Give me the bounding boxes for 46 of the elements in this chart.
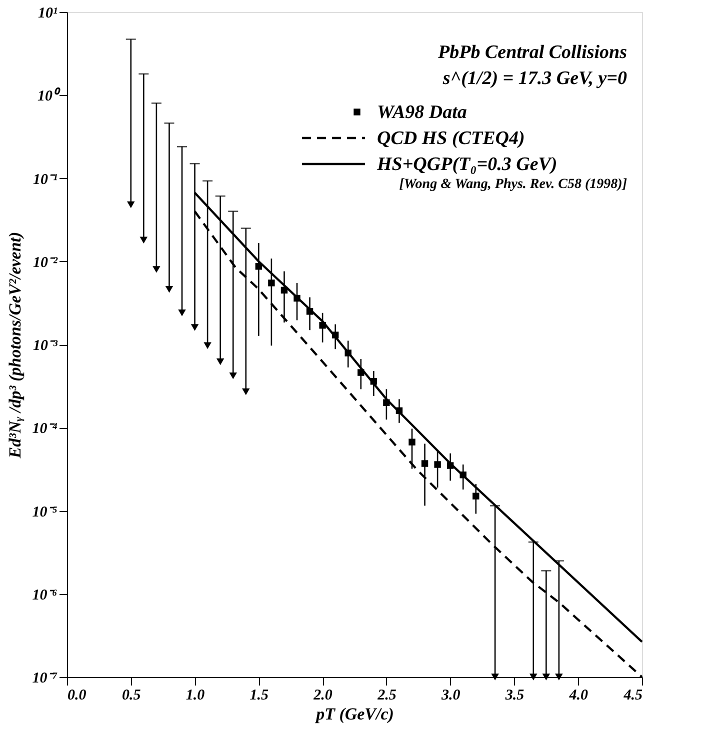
x-tick-label: 4.5: [622, 688, 643, 704]
x-axis-title: pT (GeV/c): [314, 704, 394, 724]
x-tick-label: 0.0: [68, 688, 87, 704]
y-tick-label: 10⁻⁵: [32, 504, 58, 520]
x-tick-label: 3.0: [440, 688, 461, 704]
point: [204, 342, 212, 349]
point: [434, 461, 441, 468]
y-axis-title: Ed³Nᵧ /dp³ (photons/GeV²/event): [5, 232, 24, 460]
x-tick-label: 4.0: [568, 688, 588, 704]
point: [127, 201, 135, 208]
x-tick-label: 2.5: [376, 688, 397, 704]
point: [491, 674, 499, 680]
y-tick-label: 10⁻⁷: [32, 670, 58, 686]
y-tick-label: 10¹: [38, 6, 58, 22]
x-tick-label: 0.5: [122, 688, 142, 704]
legend-label: WA98 Data: [377, 102, 468, 123]
point: [190, 324, 199, 331]
x-tick-label: 3.5: [504, 688, 525, 704]
point: [268, 280, 275, 286]
point: [408, 438, 416, 446]
point: [165, 286, 174, 293]
x-tick-label: 1.0: [186, 688, 206, 704]
y-tick-label: 10⁻¹: [33, 172, 58, 188]
annotation: PbPb Central Collisions: [437, 42, 627, 63]
point: [542, 674, 550, 680]
x-tick-label: 2.0: [312, 688, 333, 704]
point: [140, 236, 148, 244]
point: [242, 388, 250, 396]
point: [421, 460, 428, 467]
y-tick-label: 10⁻⁶: [32, 587, 58, 604]
legend-label: HS+QGP(T₀=0.3 GeV): [376, 154, 558, 175]
point: [530, 674, 538, 680]
legend-label: QCD HS (CTEQ4): [377, 128, 525, 149]
y-tick-label: 10⁻³: [33, 338, 58, 354]
y-tick-label: 10⁰: [38, 86, 62, 105]
point: [229, 372, 237, 380]
point: [472, 492, 480, 500]
x-tick-label: 1.5: [250, 688, 270, 704]
point: [555, 674, 563, 680]
point: [178, 310, 186, 316]
point: [216, 358, 224, 366]
y-tick-label: 10⁻²: [33, 254, 58, 271]
annotation: s^(1/2) = 17.3 GeV, y=0: [442, 68, 628, 89]
y-tick-label: 10⁻⁴: [32, 421, 58, 438]
point: [152, 266, 160, 273]
annotation: [Wong & Wang, Phys. Rev. C58 (1998)]: [399, 177, 628, 192]
